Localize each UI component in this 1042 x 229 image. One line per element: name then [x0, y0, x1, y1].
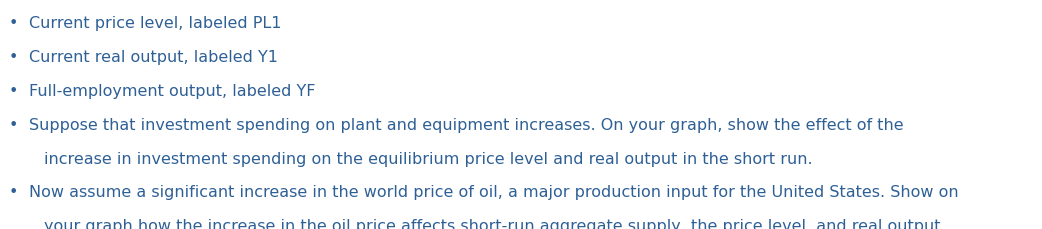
Text: Suppose that investment spending on plant and equipment increases. On your graph: Suppose that investment spending on plan…	[29, 118, 903, 133]
Text: •: •	[8, 84, 18, 99]
Text: •: •	[8, 185, 18, 201]
Text: •: •	[8, 118, 18, 133]
Text: Full-employment output, labeled YF: Full-employment output, labeled YF	[29, 84, 316, 99]
Text: Current price level, labeled PL1: Current price level, labeled PL1	[29, 16, 281, 31]
Text: •: •	[8, 16, 18, 31]
Text: •: •	[8, 50, 18, 65]
Text: your graph how the increase in the oil price affects short-run aggregate supply,: your graph how the increase in the oil p…	[44, 219, 945, 229]
Text: Now assume a significant increase in the world price of oil, a major production : Now assume a significant increase in the…	[29, 185, 959, 201]
Text: Current real output, labeled Y1: Current real output, labeled Y1	[29, 50, 278, 65]
Text: increase in investment spending on the equilibrium price level and real output i: increase in investment spending on the e…	[44, 152, 813, 167]
